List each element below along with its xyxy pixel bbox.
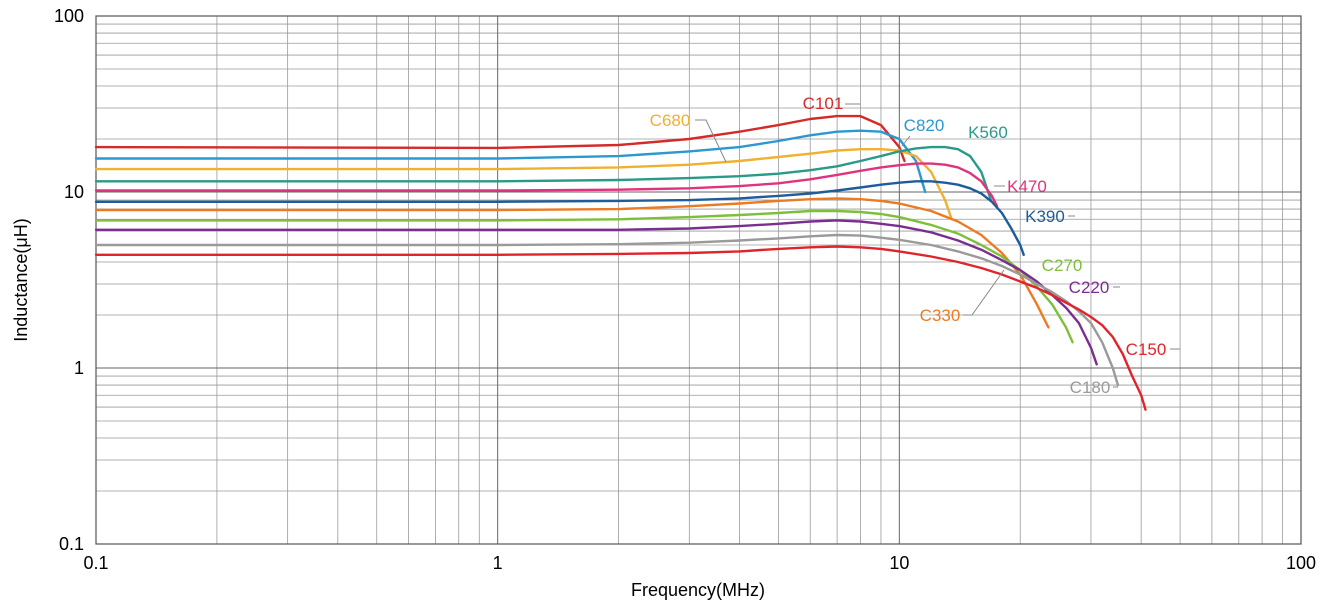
- series-line-k470: [94, 162, 999, 208]
- y-axis-title: Inductance(μH): [11, 218, 31, 341]
- y-tick-label: 1: [74, 358, 84, 378]
- series-line-c820: [94, 129, 927, 194]
- x-axis-title: Frequency(MHz): [631, 580, 765, 600]
- series-line-k560: [94, 145, 993, 202]
- x-tick-label: 1: [493, 553, 503, 573]
- y-tick-label: 10: [64, 182, 84, 202]
- series-labels: C101 C820 C680 K560 K470 K390 C270 C220 C330 C150…: [650, 94, 1180, 397]
- leader-line-c680: [695, 119, 727, 163]
- grid-lines: [96, 16, 1301, 544]
- x-tick-label: 100: [1286, 553, 1316, 573]
- series-label-c680: C680: [650, 111, 691, 130]
- series-line-c180: [94, 233, 1120, 387]
- series-line-c150: [94, 245, 1147, 411]
- leader-line-c820: [901, 135, 911, 147]
- series-line-c680: [94, 148, 953, 221]
- leader-line-c330: [963, 269, 1005, 316]
- series-line-c330: [94, 197, 1050, 329]
- series-lines: [94, 114, 1147, 411]
- series-line-c270: [94, 209, 1074, 344]
- series-label-k470: K470: [1007, 177, 1047, 196]
- series-label-c101: C101: [803, 94, 844, 113]
- series-label-c220: C220: [1069, 278, 1110, 297]
- series-label-c270: C270: [1042, 256, 1083, 275]
- series-label-k560: K560: [968, 123, 1008, 142]
- series-label-k390: K390: [1025, 207, 1065, 226]
- series-label-c180: C180: [1070, 378, 1111, 397]
- x-tick-label: 10: [889, 553, 909, 573]
- series-line-c220: [94, 219, 1098, 366]
- y-tick-label: 100: [54, 6, 84, 26]
- series-label-c330: C330: [920, 306, 961, 325]
- series-line-k390: [94, 180, 1025, 256]
- y-tick-label: 0.1: [59, 534, 84, 554]
- series-label-c820: C820: [904, 116, 945, 135]
- series-label-c150: C150: [1126, 340, 1167, 359]
- tick-labels: 0.1 1 10 100 0.1 1 10 100: [54, 6, 1316, 573]
- series-line-c101: [94, 114, 906, 163]
- plot-frame: [95, 15, 1302, 545]
- x-tick-label: 0.1: [83, 553, 108, 573]
